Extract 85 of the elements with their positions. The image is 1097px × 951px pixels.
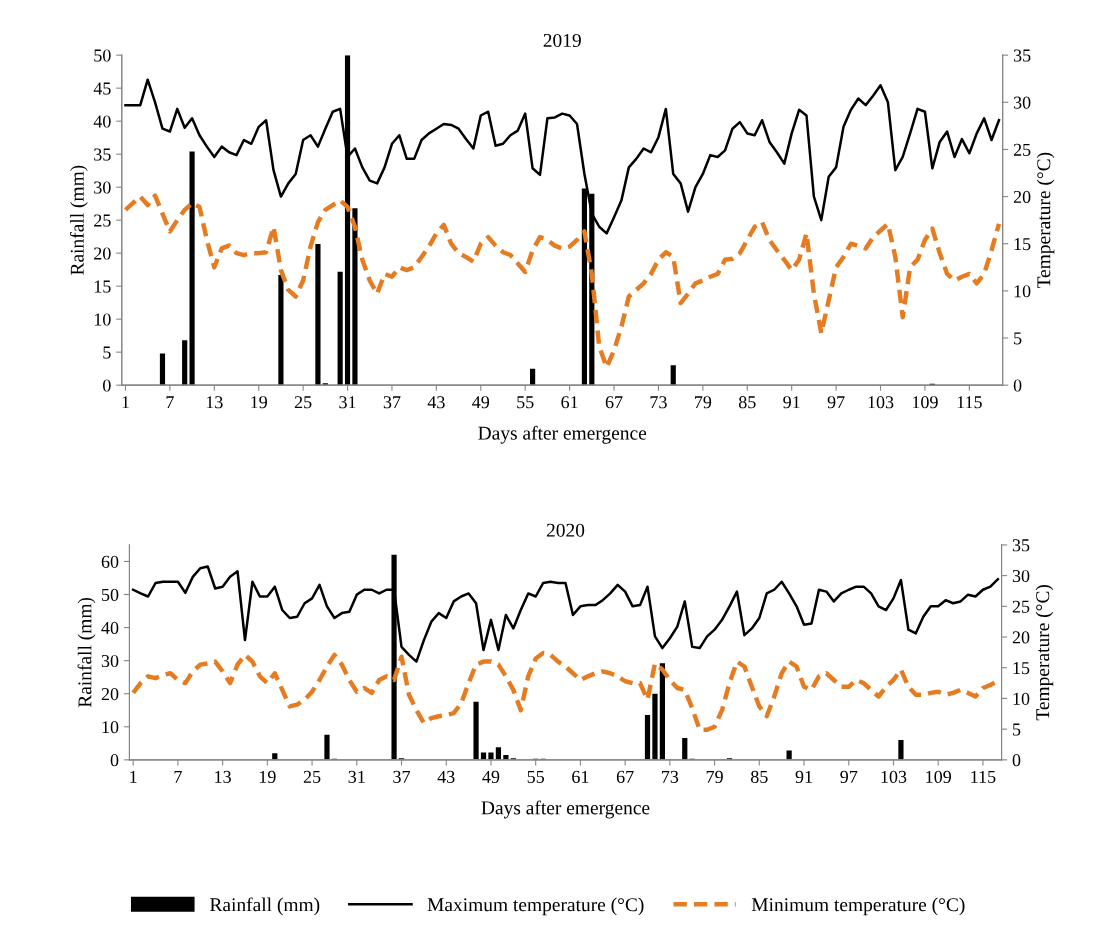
x-tick-label: 109 [926, 770, 951, 783]
x-tick-label: 91 [795, 770, 812, 783]
x-tick-label: 67 [605, 396, 623, 409]
x-tick-label: 55 [527, 770, 545, 783]
x-tick-label: 43 [427, 396, 445, 409]
x-tick-label: 7 [174, 770, 182, 783]
y2-tick-label: 15 [1014, 238, 1031, 251]
x-axis-title: Days after emergence [481, 800, 650, 819]
y-tick-label: 50 [94, 49, 111, 62]
x-tick-label: 31 [348, 770, 365, 783]
y-tick-label: 10 [94, 313, 111, 326]
x-tick-label: 79 [695, 396, 712, 409]
x-tick-label: 37 [383, 396, 401, 409]
y-tick-label: 30 [101, 654, 119, 668]
x-tick-label: 103 [881, 770, 907, 783]
x-tick-label: 109 [912, 396, 938, 409]
y-tick-label: 10 [102, 721, 119, 734]
y-tick-label: 20 [101, 687, 119, 701]
y-axis-title: Rainfall (mm) [69, 165, 88, 275]
x-tick-label: 13 [215, 770, 231, 783]
y-tick-label: 25 [94, 214, 111, 227]
y2-tick-label: 5 [1014, 332, 1022, 345]
x-axis-title: Days after emergence [478, 425, 647, 444]
y2-tick-label: 25 [1013, 143, 1031, 156]
chart-title: 2020 [546, 523, 585, 537]
y2-tick-label: 0 [1013, 379, 1022, 392]
x-tick-label: 115 [971, 770, 996, 783]
x-tick-label: 67 [616, 770, 634, 783]
x-tick-label: 19 [251, 396, 267, 409]
y-tick-label: 50 [102, 588, 119, 601]
x-tick-label: 19 [259, 770, 276, 783]
y2-tick-label: 25 [1012, 600, 1030, 613]
y2-tick-label: 30 [1012, 569, 1030, 583]
y-tick-label: 0 [110, 754, 119, 767]
y2-tick-label: 10 [1013, 692, 1030, 705]
legend-label: Minimum temperature (°C) [751, 897, 965, 916]
legend-label: Maximum temperature (°C) [427, 897, 644, 916]
x-tick-label: 85 [750, 770, 768, 783]
chart-title: 2019 [543, 33, 581, 48]
x-tick-label: 49 [482, 770, 500, 783]
y2-tick-label: 20 [1013, 190, 1031, 204]
y-tick-label: 0 [103, 379, 111, 392]
x-tick-label: 61 [572, 770, 589, 783]
y2-tick-label: 35 [1013, 49, 1031, 62]
x-tick-label: 85 [738, 396, 756, 409]
x-tick-label: 31 [339, 396, 356, 409]
x-tick-label: 37 [393, 770, 411, 783]
y-tick-label: 5 [103, 346, 111, 359]
y2-tick-label: 10 [1014, 285, 1031, 298]
x-tick-label: 25 [294, 396, 312, 409]
x-tick-label: 103 [868, 396, 894, 409]
x-tick-label: 1 [130, 770, 137, 783]
x-tick-label: 49 [472, 396, 490, 409]
x-tick-label: 97 [840, 770, 858, 783]
y2-axis-title: Temperature (°C) [1035, 584, 1054, 721]
x-tick-label: 55 [517, 396, 534, 409]
x-tick-label: 1 [122, 396, 129, 409]
legend-label: Rainfall (mm) [209, 897, 320, 916]
y-tick-label: 40 [93, 115, 111, 128]
x-tick-label: 7 [166, 396, 174, 409]
y2-tick-label: 5 [1013, 723, 1021, 736]
y2-tick-label: 30 [1013, 96, 1031, 109]
x-tick-label: 91 [783, 396, 800, 409]
y2-axis-title: Temperature (°C) [1036, 152, 1055, 289]
x-tick-label: 73 [650, 396, 667, 409]
y2-tick-label: 35 [1012, 539, 1030, 552]
y-tick-label: 60 [101, 555, 119, 568]
x-tick-label: 79 [706, 770, 723, 783]
y-tick-label: 45 [93, 82, 111, 95]
y-tick-label: 15 [94, 280, 111, 293]
x-tick-label: 115 [957, 396, 982, 409]
y-tick-label: 35 [94, 148, 111, 161]
x-tick-label: 61 [561, 396, 578, 409]
x-tick-label: 97 [827, 396, 845, 409]
y2-tick-label: 0 [1012, 754, 1021, 767]
y-axis-title: Rainfall (mm) [77, 597, 96, 708]
y2-tick-label: 15 [1013, 662, 1030, 675]
x-tick-label: 13 [206, 396, 223, 409]
y-tick-label: 30 [94, 181, 111, 194]
y2-tick-label: 20 [1012, 631, 1030, 644]
y-tick-label: 20 [94, 247, 111, 260]
x-tick-label: 43 [437, 770, 455, 783]
y-tick-label: 40 [101, 621, 119, 635]
x-tick-label: 73 [662, 770, 679, 783]
x-tick-label: 25 [303, 770, 321, 783]
